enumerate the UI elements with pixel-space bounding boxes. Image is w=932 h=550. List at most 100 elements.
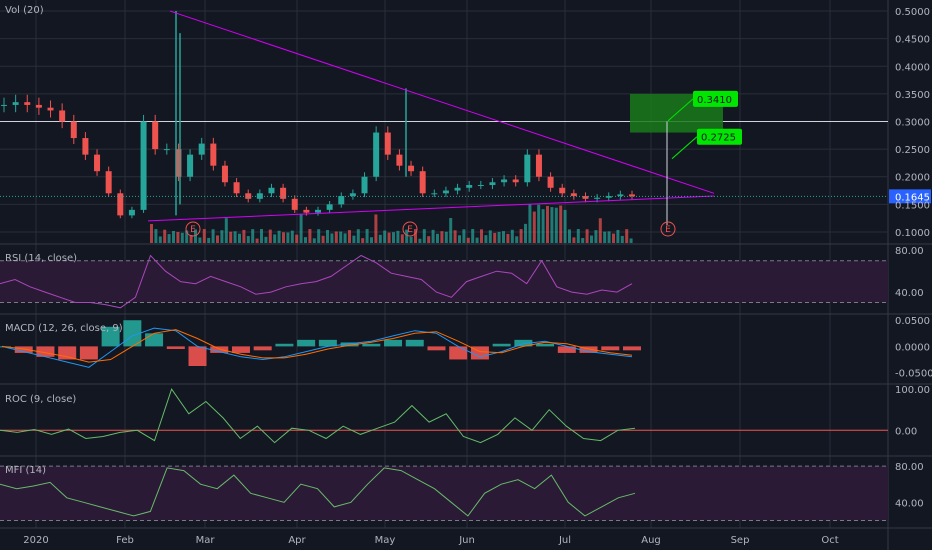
volume-bar [488, 230, 492, 243]
candle-body [605, 196, 612, 198]
volume-bar [185, 230, 189, 243]
volume-bar [334, 231, 338, 243]
volume-bar [251, 229, 255, 243]
candle-body [105, 171, 112, 194]
volume-bar [528, 204, 532, 243]
volume-bar [453, 230, 457, 243]
volume-bar [312, 238, 316, 243]
volume-bar [480, 229, 483, 243]
volume-bar [282, 232, 285, 243]
volume-bar [484, 235, 488, 243]
volume-bar [427, 236, 431, 243]
time-axis-label: Jul [558, 535, 571, 546]
candle-body [163, 149, 170, 151]
rsi-axis-label: 80.00 [895, 246, 924, 257]
candle-body [338, 196, 345, 205]
volume-bar [510, 229, 514, 243]
volume-bar [392, 232, 395, 243]
candle-body [512, 179, 519, 183]
candle-body [303, 209, 310, 213]
macd-histogram-bar [536, 343, 555, 347]
candle-body [35, 104, 42, 108]
candle-body [431, 193, 438, 195]
macd-histogram-bar [145, 333, 164, 347]
candle-body [570, 193, 577, 197]
volume-bar [246, 236, 250, 243]
candle-body [454, 187, 461, 191]
price-axis-label: 0.1500 [895, 200, 930, 211]
time-axis-label: 2020 [23, 535, 48, 546]
candle-body [629, 194, 635, 197]
macd-histogram-bar [123, 320, 142, 347]
macd-axis-label: 0.0500 [895, 316, 930, 327]
macd-axis-label: 0.0000 [895, 342, 930, 353]
volume-bar [378, 234, 382, 243]
volume-bar [216, 235, 219, 243]
candle-body [140, 121, 147, 210]
volume-bar [568, 229, 571, 243]
volume-bar [154, 229, 158, 243]
volume-bar [268, 229, 272, 243]
pane-layer [0, 260, 888, 521]
macd-histogram-bar [210, 346, 229, 353]
macd-histogram-bar [101, 326, 120, 347]
macd-line [1, 327, 633, 368]
volume-bar [414, 229, 417, 243]
volume-bar [616, 229, 620, 243]
volume-bar [238, 233, 241, 243]
candle-body [94, 154, 101, 172]
candle-body [256, 193, 263, 199]
volume-bar [180, 232, 184, 243]
macd-histogram-bar [318, 339, 337, 347]
volume-bar [317, 229, 321, 243]
volume-bar [211, 229, 215, 243]
mfi-axis-label: 80.00 [895, 462, 924, 473]
mfi-axis-label: 40.00 [895, 498, 924, 509]
volume-bar [418, 238, 422, 243]
volume-bar [541, 209, 545, 243]
candle-body [233, 182, 240, 194]
macd-histogram-bar [492, 343, 511, 347]
volume-bar [458, 235, 461, 243]
volume-bar [546, 205, 549, 243]
earnings-marker [402, 221, 418, 237]
annotation-box [693, 90, 738, 107]
volume-bar [396, 230, 400, 243]
volume-bar [471, 229, 475, 243]
annotation-label: 0.2725 [701, 133, 736, 144]
price-axis-label: 0.1000 [895, 228, 930, 239]
volume-bar [537, 204, 541, 243]
volume-bar [374, 214, 378, 243]
volume-bar [475, 237, 479, 243]
rsi-line [0, 254, 633, 309]
volume-bar [612, 233, 615, 243]
trendline-lower [147, 195, 715, 222]
candle-body [24, 102, 31, 105]
earnings-label: E [407, 225, 413, 235]
volume-bar [167, 234, 171, 243]
candle-body [1, 104, 7, 106]
candle-body [535, 154, 542, 177]
rsi-axis-label: 40.00 [895, 288, 924, 299]
volume-bar [172, 231, 175, 243]
last-price-label: 0.1645 [895, 192, 930, 203]
volume-bar [352, 235, 356, 243]
volume-bar [400, 234, 404, 243]
macd-histogram-bar [297, 339, 316, 347]
price-axis-label: 0.2500 [895, 145, 930, 156]
macd-histogram-bar [188, 346, 207, 366]
macd-histogram-bar [384, 339, 403, 347]
legend-rsi: RSI (14, close) [5, 253, 77, 264]
volume-bar [603, 231, 607, 243]
volume-bar [607, 231, 611, 243]
volume-bar [405, 229, 409, 243]
volume-bar [233, 231, 237, 243]
legend-vol: Vol (20) [5, 5, 44, 16]
price-axis-label: 0.3000 [895, 118, 930, 129]
candle-body [408, 165, 415, 172]
macd-histogram-bar [340, 342, 359, 347]
volume-bar [176, 232, 180, 243]
volume-bar [532, 211, 536, 243]
